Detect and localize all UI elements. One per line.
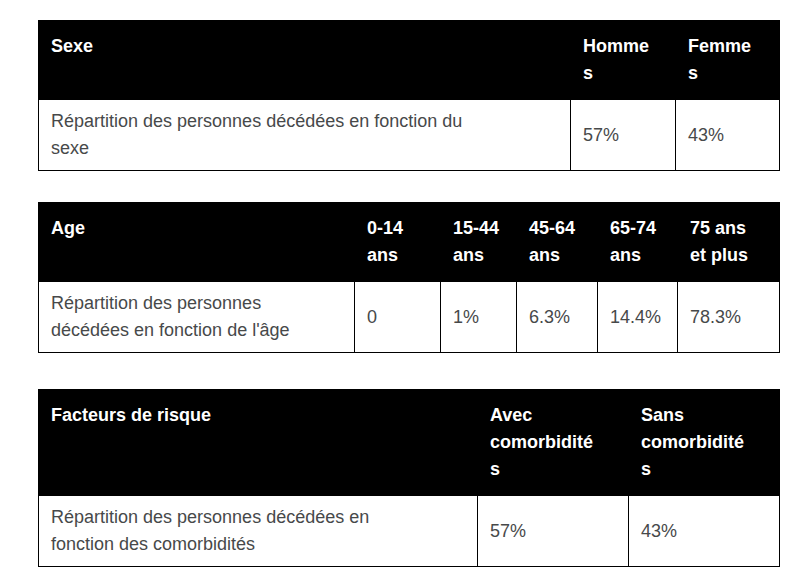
data-cell-hommes-value: 57%: [571, 100, 676, 171]
header-label-facteurs: Facteurs de risque: [51, 402, 211, 429]
data-cell-75-plus-value: 78.3%: [678, 282, 780, 353]
age-15-44-value: 1%: [453, 307, 479, 327]
header-cell-facteurs: Facteurs de risque: [39, 390, 478, 496]
data-cell-description: Répartition des personnes décédées en fo…: [39, 100, 571, 171]
femmes-value: 43%: [688, 125, 724, 145]
sexe-data-row: Répartition des personnes décédées en fo…: [39, 100, 780, 171]
age-table: Age 0-14 ans 15-44 ans 45-64 ans 65-74 a…: [38, 202, 780, 353]
age-75-plus-value: 78.3%: [690, 307, 741, 327]
sexe-table: Sexe Hommes Femmes Répartition des perso…: [38, 20, 780, 171]
header-label-femmes: Femmes: [688, 33, 758, 87]
header-cell-avec-comorbidites: Avec comorbidités: [478, 390, 629, 496]
row-description: Répartition des personnes décédées en fo…: [51, 504, 401, 558]
age-header-row: Age 0-14 ans 15-44 ans 45-64 ans 65-74 a…: [39, 203, 780, 282]
age-45-64-value: 6.3%: [529, 307, 570, 327]
data-cell-sans-value: 43%: [629, 496, 780, 567]
hommes-value: 57%: [583, 125, 619, 145]
data-cell-description: Répartition des personnes décédées en fo…: [39, 496, 478, 567]
risk-factors-table: Facteurs de risque Avec comorbidités San…: [38, 389, 780, 567]
header-cell-hommes: Hommes: [571, 21, 676, 100]
row-description: Répartition des personnes décédées en fo…: [51, 108, 491, 162]
page: Sexe Hommes Femmes Répartition des perso…: [0, 0, 800, 567]
header-cell-75-plus: 75 ans et plus: [678, 203, 780, 282]
header-label-sans-comorbidites: Sans comorbidités: [641, 402, 749, 483]
header-label-45-64: 45-64 ans: [529, 215, 584, 269]
header-label-65-74: 65-74 ans: [610, 215, 665, 269]
data-cell-45-64-value: 6.3%: [517, 282, 598, 353]
header-label-avec-comorbidites: Avec comorbidités: [490, 402, 598, 483]
age-data-row: Répartition des personnes décédées en fo…: [39, 282, 780, 353]
header-label-0-14: 0-14 ans: [367, 215, 422, 269]
age-0-14-value: 0: [367, 307, 377, 327]
header-cell-65-74: 65-74 ans: [598, 203, 678, 282]
row-description: Répartition des personnes décédées en fo…: [51, 290, 296, 344]
header-cell-45-64: 45-64 ans: [517, 203, 598, 282]
data-cell-femmes-value: 43%: [676, 100, 780, 171]
header-cell-age: Age: [39, 203, 355, 282]
sans-comorbidites-value: 43%: [641, 521, 677, 541]
avec-comorbidites-value: 57%: [490, 521, 526, 541]
header-cell-0-14: 0-14 ans: [355, 203, 441, 282]
header-label-75-plus: 75 ans et plus: [690, 215, 755, 269]
sexe-header-row: Sexe Hommes Femmes: [39, 21, 780, 100]
header-label-sexe: Sexe: [51, 33, 93, 60]
risk-data-row: Répartition des personnes décédées en fo…: [39, 496, 780, 567]
header-cell-sans-comorbidites: Sans comorbidités: [629, 390, 780, 496]
age-65-74-value: 14.4%: [610, 307, 661, 327]
data-cell-0-14-value: 0: [355, 282, 441, 353]
risk-header-row: Facteurs de risque Avec comorbidités San…: [39, 390, 780, 496]
data-cell-65-74-value: 14.4%: [598, 282, 678, 353]
header-label-15-44: 15-44 ans: [453, 215, 504, 269]
header-label-hommes: Hommes: [583, 33, 653, 87]
header-cell-15-44: 15-44 ans: [441, 203, 517, 282]
data-cell-avec-value: 57%: [478, 496, 629, 567]
header-label-age: Age: [51, 215, 85, 242]
header-cell-sexe: Sexe: [39, 21, 571, 100]
data-cell-description: Répartition des personnes décédées en fo…: [39, 282, 355, 353]
data-cell-15-44-value: 1%: [441, 282, 517, 353]
header-cell-femmes: Femmes: [676, 21, 780, 100]
